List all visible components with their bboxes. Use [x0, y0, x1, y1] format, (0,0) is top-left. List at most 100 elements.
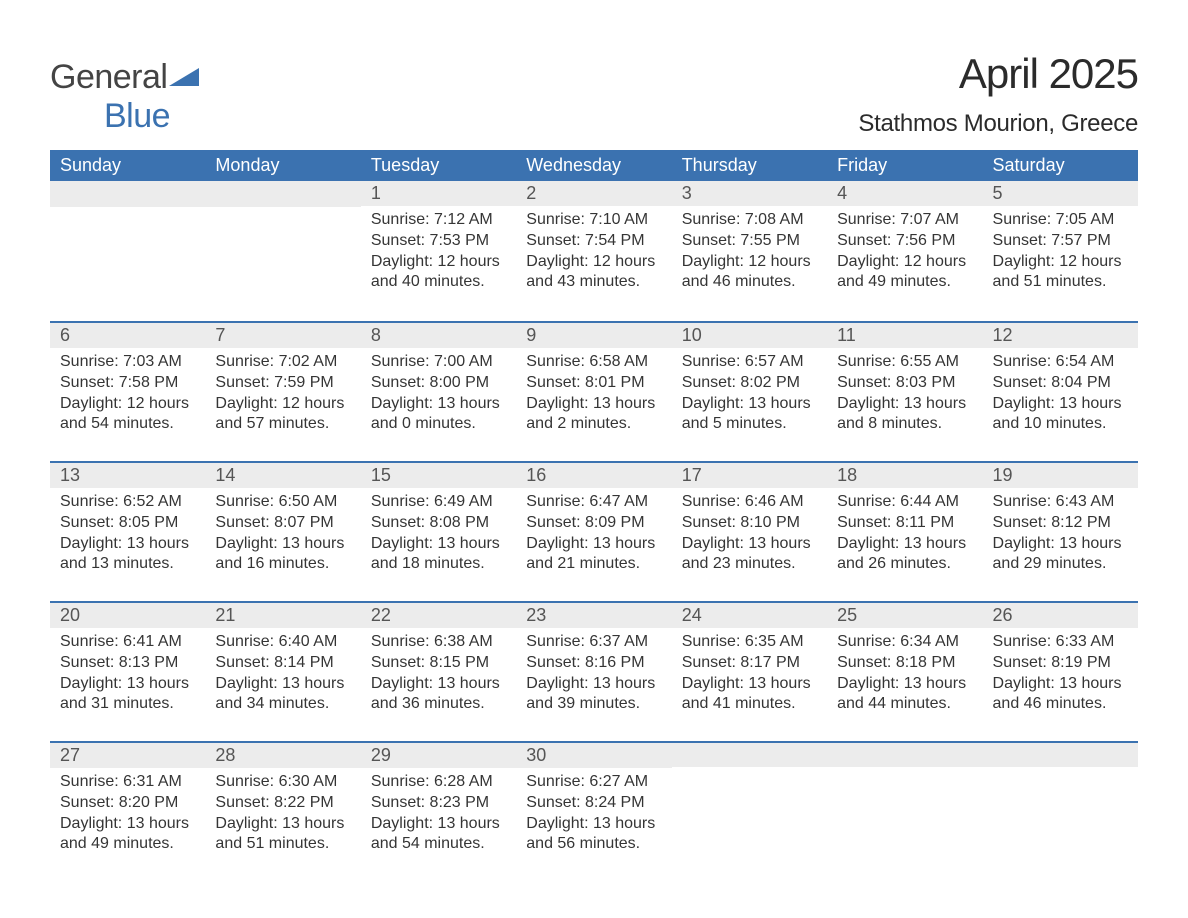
calendar-day: 26Sunrise: 6:33 AMSunset: 8:19 PMDayligh…: [983, 601, 1138, 741]
logo-text: General Blue: [50, 58, 199, 136]
day-details: Sunrise: 6:34 AMSunset: 8:18 PMDaylight:…: [827, 628, 982, 723]
day-details: Sunrise: 6:44 AMSunset: 8:11 PMDaylight:…: [827, 488, 982, 583]
calendar-week: 20Sunrise: 6:41 AMSunset: 8:13 PMDayligh…: [50, 601, 1138, 741]
logo: General Blue: [50, 50, 199, 136]
daylight-text: Daylight: 12 hours and 51 minutes.: [993, 252, 1128, 294]
daylight-text: Daylight: 13 hours and 39 minutes.: [526, 674, 661, 716]
day-details: Sunrise: 6:46 AMSunset: 8:10 PMDaylight:…: [672, 488, 827, 583]
daylight-text: Daylight: 13 hours and 13 minutes.: [60, 534, 195, 576]
day-number: 19: [983, 461, 1138, 488]
calendar-day: 13Sunrise: 6:52 AMSunset: 8:05 PMDayligh…: [50, 461, 205, 601]
day-number: 6: [50, 321, 205, 348]
sunset-text: Sunset: 8:04 PM: [993, 373, 1128, 394]
daylight-text: Daylight: 13 hours and 41 minutes.: [682, 674, 817, 716]
calendar-day: 24Sunrise: 6:35 AMSunset: 8:17 PMDayligh…: [672, 601, 827, 741]
calendar-day: [983, 741, 1138, 881]
day-number: 4: [827, 181, 982, 206]
calendar-week: 1Sunrise: 7:12 AMSunset: 7:53 PMDaylight…: [50, 181, 1138, 321]
day-number: [827, 741, 982, 767]
sunset-text: Sunset: 8:07 PM: [215, 513, 350, 534]
sunset-text: Sunset: 8:03 PM: [837, 373, 972, 394]
sunset-text: Sunset: 8:11 PM: [837, 513, 972, 534]
calendar-day: 9Sunrise: 6:58 AMSunset: 8:01 PMDaylight…: [516, 321, 671, 461]
day-header: Wednesday: [516, 150, 671, 181]
daylight-text: Daylight: 13 hours and 29 minutes.: [993, 534, 1128, 576]
calendar-table: Sunday Monday Tuesday Wednesday Thursday…: [50, 150, 1138, 881]
calendar-day: 8Sunrise: 7:00 AMSunset: 8:00 PMDaylight…: [361, 321, 516, 461]
sunset-text: Sunset: 8:18 PM: [837, 653, 972, 674]
sunrise-text: Sunrise: 6:35 AM: [682, 632, 817, 653]
sunrise-text: Sunrise: 6:49 AM: [371, 492, 506, 513]
day-details: Sunrise: 6:41 AMSunset: 8:13 PMDaylight:…: [50, 628, 205, 723]
day-details: Sunrise: 6:35 AMSunset: 8:17 PMDaylight:…: [672, 628, 827, 723]
daylight-text: Daylight: 13 hours and 16 minutes.: [215, 534, 350, 576]
day-details: Sunrise: 6:50 AMSunset: 8:07 PMDaylight:…: [205, 488, 360, 583]
sunrise-text: Sunrise: 6:55 AM: [837, 352, 972, 373]
daylight-text: Daylight: 13 hours and 8 minutes.: [837, 394, 972, 436]
sunset-text: Sunset: 7:54 PM: [526, 231, 661, 252]
day-number: 8: [361, 321, 516, 348]
calendar-day: [205, 181, 360, 321]
calendar-day: 10Sunrise: 6:57 AMSunset: 8:02 PMDayligh…: [672, 321, 827, 461]
day-number: 22: [361, 601, 516, 628]
sunset-text: Sunset: 7:55 PM: [682, 231, 817, 252]
day-details: Sunrise: 7:12 AMSunset: 7:53 PMDaylight:…: [361, 206, 516, 301]
day-number: 29: [361, 741, 516, 768]
sunset-text: Sunset: 7:58 PM: [60, 373, 195, 394]
logo-sub: Blue: [50, 97, 170, 135]
calendar-day: 12Sunrise: 6:54 AMSunset: 8:04 PMDayligh…: [983, 321, 1138, 461]
day-number: 27: [50, 741, 205, 768]
sunset-text: Sunset: 8:00 PM: [371, 373, 506, 394]
sunrise-text: Sunrise: 7:02 AM: [215, 352, 350, 373]
daylight-text: Daylight: 12 hours and 40 minutes.: [371, 252, 506, 294]
calendar-day: 19Sunrise: 6:43 AMSunset: 8:12 PMDayligh…: [983, 461, 1138, 601]
day-number: 28: [205, 741, 360, 768]
calendar-day: 3Sunrise: 7:08 AMSunset: 7:55 PMDaylight…: [672, 181, 827, 321]
sunrise-text: Sunrise: 7:00 AM: [371, 352, 506, 373]
day-number: [983, 741, 1138, 767]
daylight-text: Daylight: 13 hours and 36 minutes.: [371, 674, 506, 716]
daylight-text: Daylight: 13 hours and 44 minutes.: [837, 674, 972, 716]
day-number: 24: [672, 601, 827, 628]
sunset-text: Sunset: 7:59 PM: [215, 373, 350, 394]
day-number: 30: [516, 741, 671, 768]
sunrise-text: Sunrise: 6:41 AM: [60, 632, 195, 653]
daylight-text: Daylight: 13 hours and 51 minutes.: [215, 814, 350, 856]
sunrise-text: Sunrise: 6:54 AM: [993, 352, 1128, 373]
daylight-text: Daylight: 13 hours and 21 minutes.: [526, 534, 661, 576]
day-number: 14: [205, 461, 360, 488]
sunrise-text: Sunrise: 6:46 AM: [682, 492, 817, 513]
sunrise-text: Sunrise: 7:07 AM: [837, 210, 972, 231]
sunrise-text: Sunrise: 6:27 AM: [526, 772, 661, 793]
calendar-day: 11Sunrise: 6:55 AMSunset: 8:03 PMDayligh…: [827, 321, 982, 461]
day-number: 16: [516, 461, 671, 488]
daylight-text: Daylight: 13 hours and 23 minutes.: [682, 534, 817, 576]
calendar-day: [827, 741, 982, 881]
day-number: 23: [516, 601, 671, 628]
calendar-day: 18Sunrise: 6:44 AMSunset: 8:11 PMDayligh…: [827, 461, 982, 601]
day-number: 18: [827, 461, 982, 488]
day-details: Sunrise: 6:27 AMSunset: 8:24 PMDaylight:…: [516, 768, 671, 863]
day-details: Sunrise: 6:52 AMSunset: 8:05 PMDaylight:…: [50, 488, 205, 583]
daylight-text: Daylight: 13 hours and 26 minutes.: [837, 534, 972, 576]
day-header: Tuesday: [361, 150, 516, 181]
day-details: Sunrise: 6:57 AMSunset: 8:02 PMDaylight:…: [672, 348, 827, 443]
sunset-text: Sunset: 8:20 PM: [60, 793, 195, 814]
day-details: Sunrise: 7:00 AMSunset: 8:00 PMDaylight:…: [361, 348, 516, 443]
sunset-text: Sunset: 8:09 PM: [526, 513, 661, 534]
sunset-text: Sunset: 8:15 PM: [371, 653, 506, 674]
daylight-text: Daylight: 13 hours and 18 minutes.: [371, 534, 506, 576]
daylight-text: Daylight: 12 hours and 46 minutes.: [682, 252, 817, 294]
daylight-text: Daylight: 13 hours and 10 minutes.: [993, 394, 1128, 436]
day-details: Sunrise: 7:08 AMSunset: 7:55 PMDaylight:…: [672, 206, 827, 301]
sunrise-text: Sunrise: 7:03 AM: [60, 352, 195, 373]
calendar-day: 20Sunrise: 6:41 AMSunset: 8:13 PMDayligh…: [50, 601, 205, 741]
day-details: Sunrise: 7:03 AMSunset: 7:58 PMDaylight:…: [50, 348, 205, 443]
daylight-text: Daylight: 13 hours and 49 minutes.: [60, 814, 195, 856]
day-details: Sunrise: 6:40 AMSunset: 8:14 PMDaylight:…: [205, 628, 360, 723]
calendar-day: 27Sunrise: 6:31 AMSunset: 8:20 PMDayligh…: [50, 741, 205, 881]
sunrise-text: Sunrise: 6:33 AM: [993, 632, 1128, 653]
day-details: Sunrise: 6:49 AMSunset: 8:08 PMDaylight:…: [361, 488, 516, 583]
sunrise-text: Sunrise: 6:28 AM: [371, 772, 506, 793]
day-number: 2: [516, 181, 671, 206]
